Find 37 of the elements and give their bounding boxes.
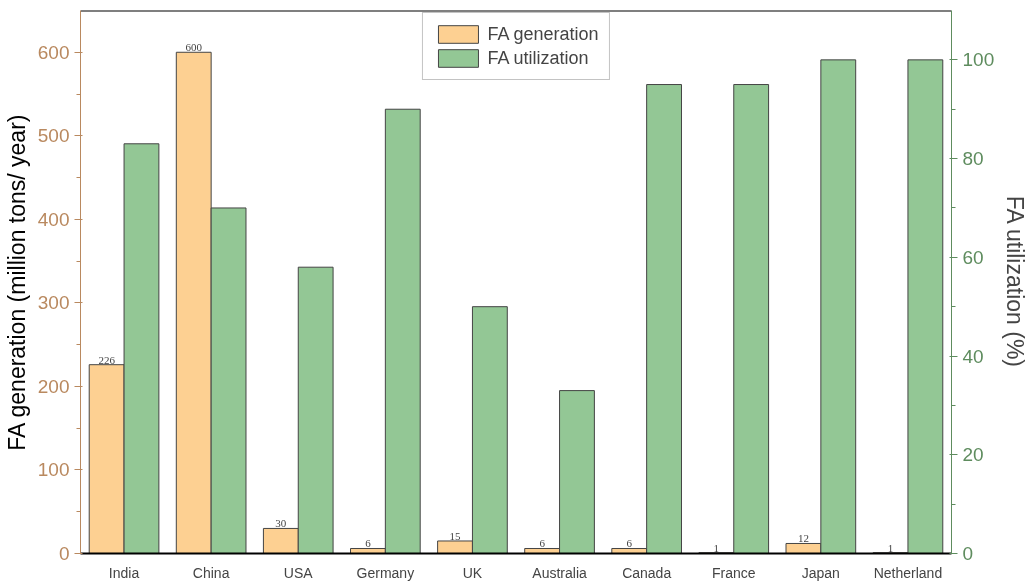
legend-label: FA utilization <box>487 47 589 69</box>
data-label: 6 <box>626 537 633 550</box>
y-tick-label: 600 <box>37 41 70 63</box>
x-tick-label: Japan <box>801 564 840 581</box>
data-label: 600 <box>185 41 203 54</box>
data-label: 1 <box>713 541 720 554</box>
x-tick-label: Netherland <box>873 564 943 581</box>
y-axis-title: FA generation (million tons/ year) <box>3 114 30 451</box>
data-label: 6 <box>539 537 546 550</box>
y-tick-label: 300 <box>37 292 70 314</box>
y2-tick-label: 0 <box>962 543 974 564</box>
data-label: 15 <box>449 529 462 542</box>
x-tick-label: USA <box>283 564 314 581</box>
data-label: 1 <box>887 541 894 554</box>
y-tick-label: 500 <box>37 125 70 147</box>
y2-tick-label: 20 <box>962 444 984 466</box>
x-tick-label: Australia <box>532 564 587 581</box>
data-label: 226 <box>98 353 116 366</box>
data-label: 30 <box>275 517 287 530</box>
y-tick-label: 200 <box>37 375 70 397</box>
x-tick-label: UK <box>462 564 483 581</box>
data-label: 6 <box>365 537 372 550</box>
data-label: 12 <box>797 532 809 545</box>
x-tick-label: France <box>711 564 756 581</box>
y-tick-label: 400 <box>37 208 70 230</box>
legend-label: FA generation <box>487 23 599 45</box>
y2-tick-label: 80 <box>962 148 984 170</box>
y2-tick-label: 60 <box>962 246 984 268</box>
x-tick-label: Germany <box>356 564 415 581</box>
y2-tick-label: 40 <box>962 345 984 367</box>
x-tick-label: India <box>108 564 140 581</box>
x-tick-label: China <box>192 564 230 581</box>
y2-tick-label: 100 <box>962 49 995 71</box>
y-tick-label: 0 <box>58 543 70 564</box>
y2-axis-title: FA utilization (%) <box>1002 195 1029 368</box>
x-tick-label: Canada <box>622 564 672 581</box>
y-tick-label: 100 <box>37 459 70 481</box>
